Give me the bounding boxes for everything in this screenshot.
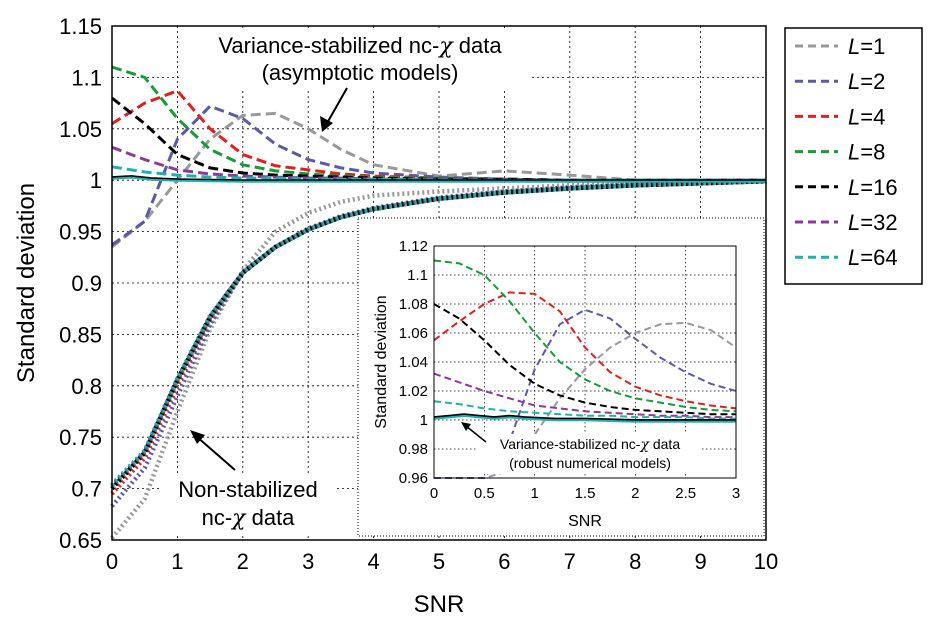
inset-x-tick-label: 1	[530, 485, 538, 502]
legend-label-L32: L=32	[848, 210, 898, 235]
inset-series-line-robust-reference-cyan	[433, 414, 736, 423]
inset-y-tick-label: 0.96	[399, 470, 428, 487]
inset-annotation-bg	[476, 434, 702, 474]
x-tick-label: 9	[694, 549, 706, 574]
series-line-robust-reference-cyan	[111, 176, 766, 183]
inset-x-tick-label: 0.5	[474, 485, 495, 502]
inset-plot-frame	[433, 245, 737, 479]
x-tick-label: 0	[106, 549, 118, 574]
legend-label-L4: L=4	[848, 104, 885, 129]
inset-y-tick-label: 1.02	[399, 383, 428, 400]
x-tick-label: 7	[564, 549, 576, 574]
inset-y-axis-label: Standard deviation	[373, 295, 390, 428]
inset-x-axis-label: SNR	[568, 513, 602, 530]
inset-y-tick-label: 1.04	[399, 354, 428, 371]
inset-y-tick-label: 0.98	[399, 441, 428, 458]
main-series	[110, 65, 767, 540]
inset-y-tick-label: 1.06	[399, 325, 428, 342]
inset-series-line-L64	[433, 400, 736, 420]
x-tick-label: 5	[433, 549, 445, 574]
inset-panel	[357, 217, 765, 537]
legend-label-L16: L=16	[848, 175, 898, 200]
inset-annotation-line2: (robust numerical models)	[509, 455, 671, 471]
annotation-top-line1: Variance-stabilized nc-χ data	[218, 33, 502, 59]
inset-y-tick-label: 1.12	[399, 238, 428, 255]
annotation-bottom-bg	[162, 474, 336, 534]
y-tick-label: 1	[90, 168, 102, 193]
inset-annotation-arrowhead	[461, 422, 471, 431]
y-tick-label: 0.9	[71, 271, 102, 296]
inset-y-tick-label: 1	[420, 412, 428, 429]
x-tick-label: 3	[302, 549, 314, 574]
annotation-bottom-line1: Non-stabilized	[178, 477, 317, 502]
annotation-bottom-arrow	[195, 435, 236, 471]
inset-annotation-line1: Variance-stabilized nc-χ data	[500, 436, 680, 453]
main-ticks: 0 1 2 3 4 5 6 7 8 9 100.650.70.750.80.850.90.9511.…	[59, 14, 778, 574]
x-tick-label: 10	[754, 549, 778, 574]
x-tick-label: 1	[171, 549, 183, 574]
annotation-top-bg	[180, 30, 530, 88]
inset-y-tick-label: 1.1	[407, 267, 428, 284]
inset-annotation-arrow	[465, 425, 487, 443]
legend-label-L2: L=2	[848, 69, 885, 94]
inset-y-tick-label: 1.08	[399, 296, 428, 313]
y-tick-label: 0.8	[71, 374, 102, 399]
inset-x-tick-label: 2.5	[675, 485, 696, 502]
inset-ticks: 0 0.5 1 1.5 2 2.5 3 0.96 0.98 1 1.02 1.04 1.06 1.08 1.…	[399, 238, 740, 502]
x-tick-label: 6	[498, 549, 510, 574]
y-axis-label: Standard deviation	[13, 183, 40, 383]
inset-series-line-robust-reference	[433, 413, 736, 421]
legend-label-L8: L=8	[848, 140, 885, 165]
annotation-top-line2: (asymptotic models)	[262, 60, 459, 85]
inset-x-tick-label: 3	[732, 485, 740, 502]
y-tick-label: 1.05	[59, 117, 102, 142]
annotation-top-arrowhead	[320, 116, 333, 132]
x-axis-label: SNR	[414, 591, 465, 618]
series-line-robust-reference	[111, 175, 766, 182]
inset-x-tick-label: 1.5	[575, 485, 596, 502]
y-tick-label: 0.75	[59, 425, 102, 450]
main-plot-frame	[111, 25, 767, 541]
y-tick-label: 0.85	[59, 322, 102, 347]
y-tick-label: 0.7	[71, 477, 102, 502]
series-line-nonstabilized-L1	[110, 178, 767, 540]
inset-series-line-L4	[433, 291, 737, 410]
x-tick-label: 8	[629, 549, 641, 574]
x-tick-label: 2	[237, 549, 249, 574]
inset-series-line-L8	[433, 259, 737, 413]
annotation-bottom-line2: nc-χ data	[202, 505, 296, 531]
legend-items: L=1 L=2 L=4 L=8 L=16 L=32 L=64	[795, 34, 898, 270]
y-tick-label: 0.65	[59, 528, 102, 553]
inset-x-tick-label: 2	[631, 485, 639, 502]
legend-box	[784, 27, 923, 285]
series-line-stabilized-L1	[111, 111, 766, 249]
legend-label-L1: L=1	[848, 34, 885, 59]
series-line-nonstabilized-L32	[110, 178, 767, 488]
y-tick-label: 1.15	[59, 14, 102, 39]
annotation-top-arrow	[325, 87, 348, 126]
y-tick-label: 1.1	[71, 65, 102, 90]
x-tick-label: 4	[367, 549, 379, 574]
series-line-nonstabilized-L2	[110, 178, 767, 508]
annotation-bottom-arrowhead	[190, 430, 205, 444]
inset-series-line-L32	[433, 372, 736, 419]
inset-x-tick-label: 0	[430, 485, 438, 502]
inset-series-line-L16	[433, 303, 736, 416]
legend-label-L64: L=64	[848, 245, 898, 270]
y-tick-label: 0.95	[59, 220, 102, 245]
